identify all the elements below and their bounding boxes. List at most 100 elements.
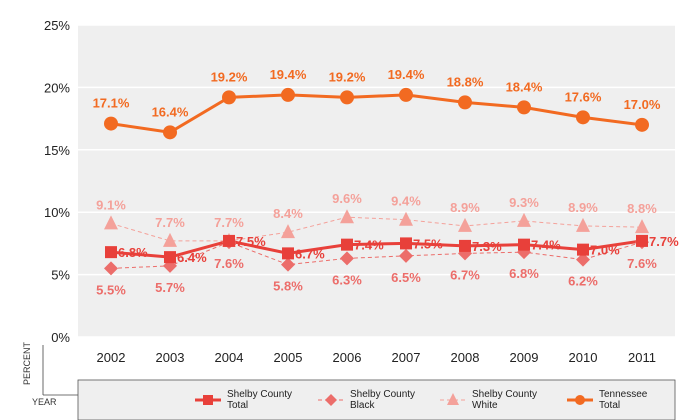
data-label: 17.1% (93, 96, 130, 111)
data-point (458, 95, 472, 110)
data-label: 18.4% (506, 79, 543, 94)
data-point (518, 238, 530, 251)
data-label: 19.2% (329, 69, 366, 84)
data-label: 6.2% (568, 274, 598, 289)
data-label: 18.8% (447, 74, 484, 89)
x-tick-label: 2006 (333, 350, 362, 365)
data-label: 19.2% (211, 69, 248, 84)
x-tick-label: 2010 (569, 350, 598, 365)
x-tick-label: 2005 (274, 350, 303, 365)
data-label: 9.3% (509, 195, 539, 210)
y-tick-label: 25% (44, 18, 70, 33)
legend-marker (447, 393, 459, 405)
series-line (110, 93, 643, 134)
data-label: 7.7% (649, 234, 679, 249)
data-point (635, 117, 649, 132)
data-point (341, 238, 353, 251)
legend-label: Shelby County (472, 389, 537, 400)
data-point (577, 243, 589, 256)
data-point (164, 251, 176, 264)
data-label: 9.1% (96, 197, 126, 212)
legend-label: Shelby County (350, 389, 415, 400)
data-label: 6.4% (177, 250, 207, 265)
data-point (281, 87, 295, 102)
data-point (281, 257, 295, 272)
data-label: 17.6% (565, 89, 602, 104)
data-point (399, 211, 413, 226)
data-point (340, 209, 354, 224)
data-point (163, 232, 177, 247)
x-tick-label: 2002 (97, 350, 126, 365)
y-tick-label: 5% (51, 268, 70, 283)
legend-marker (203, 395, 213, 405)
data-label: 6.7% (450, 267, 480, 282)
legend-label: Tennessee (599, 389, 648, 400)
data-label: 7.5% (413, 236, 443, 251)
data-label: 7.7% (155, 215, 185, 230)
data-point (399, 87, 413, 102)
y-tick-label: 15% (44, 143, 70, 158)
x-axis-label: YEAR (32, 397, 57, 407)
data-point (576, 252, 590, 267)
data-label: 6.8% (509, 266, 539, 281)
legend-marker (575, 395, 585, 405)
data-label: 6.5% (391, 270, 421, 285)
data-label: 5.8% (273, 279, 303, 294)
data-label: 6.8% (118, 245, 148, 260)
data-label: 8.9% (568, 200, 598, 215)
data-label: 8.8% (627, 201, 657, 216)
data-label: 7.3% (472, 239, 502, 254)
data-point (635, 219, 649, 234)
data-label: 9.4% (391, 194, 421, 209)
data-point (576, 110, 590, 125)
data-point (222, 90, 236, 105)
legend-marker (325, 394, 337, 406)
data-label: 7.4% (531, 238, 561, 253)
data-label: 19.4% (270, 67, 307, 82)
data-label: 17.0% (624, 97, 661, 112)
data-label: 6.7% (295, 246, 325, 261)
data-point (282, 247, 294, 260)
data-label: 7.6% (627, 256, 657, 271)
data-label: 16.4% (152, 104, 189, 119)
series-line (110, 216, 643, 242)
x-tick-label: 2004 (215, 350, 244, 365)
data-label: 7.0% (590, 243, 620, 258)
x-tick-label: 2011 (628, 350, 656, 365)
data-point (517, 212, 531, 227)
plot-area (78, 25, 675, 337)
data-point (400, 237, 412, 250)
data-point (104, 116, 118, 131)
data-label: 7.4% (354, 238, 384, 253)
legend-label: Black (350, 400, 375, 411)
series-line (110, 239, 643, 259)
y-axis-label: PERCENT (22, 341, 32, 385)
data-label: 6.3% (332, 272, 362, 287)
y-tick-label: 0% (51, 330, 70, 345)
data-point (459, 239, 471, 252)
data-point (340, 90, 354, 105)
data-label: 19.4% (388, 67, 425, 82)
data-point (340, 251, 354, 266)
data-point (517, 100, 531, 115)
legend-label: White (472, 400, 498, 411)
data-label: 8.9% (450, 200, 480, 215)
data-point (636, 234, 648, 247)
data-label: 9.6% (332, 191, 362, 206)
legend-label: Total (227, 400, 248, 411)
x-tick-label: 2008 (451, 350, 480, 365)
legend-label: Shelby County (227, 389, 292, 400)
data-point (223, 234, 235, 247)
data-label: 5.5% (96, 282, 126, 297)
data-point (104, 215, 118, 230)
legend-label: Total (599, 400, 620, 411)
x-tick-label: 2003 (156, 350, 185, 365)
series-line (110, 241, 643, 269)
data-point (105, 246, 117, 259)
y-tick-label: 10% (44, 205, 70, 220)
data-label: 7.5% (236, 234, 266, 249)
x-tick-label: 2009 (510, 350, 539, 365)
x-tick-label: 2007 (392, 350, 421, 365)
data-label: 5.7% (155, 280, 185, 295)
